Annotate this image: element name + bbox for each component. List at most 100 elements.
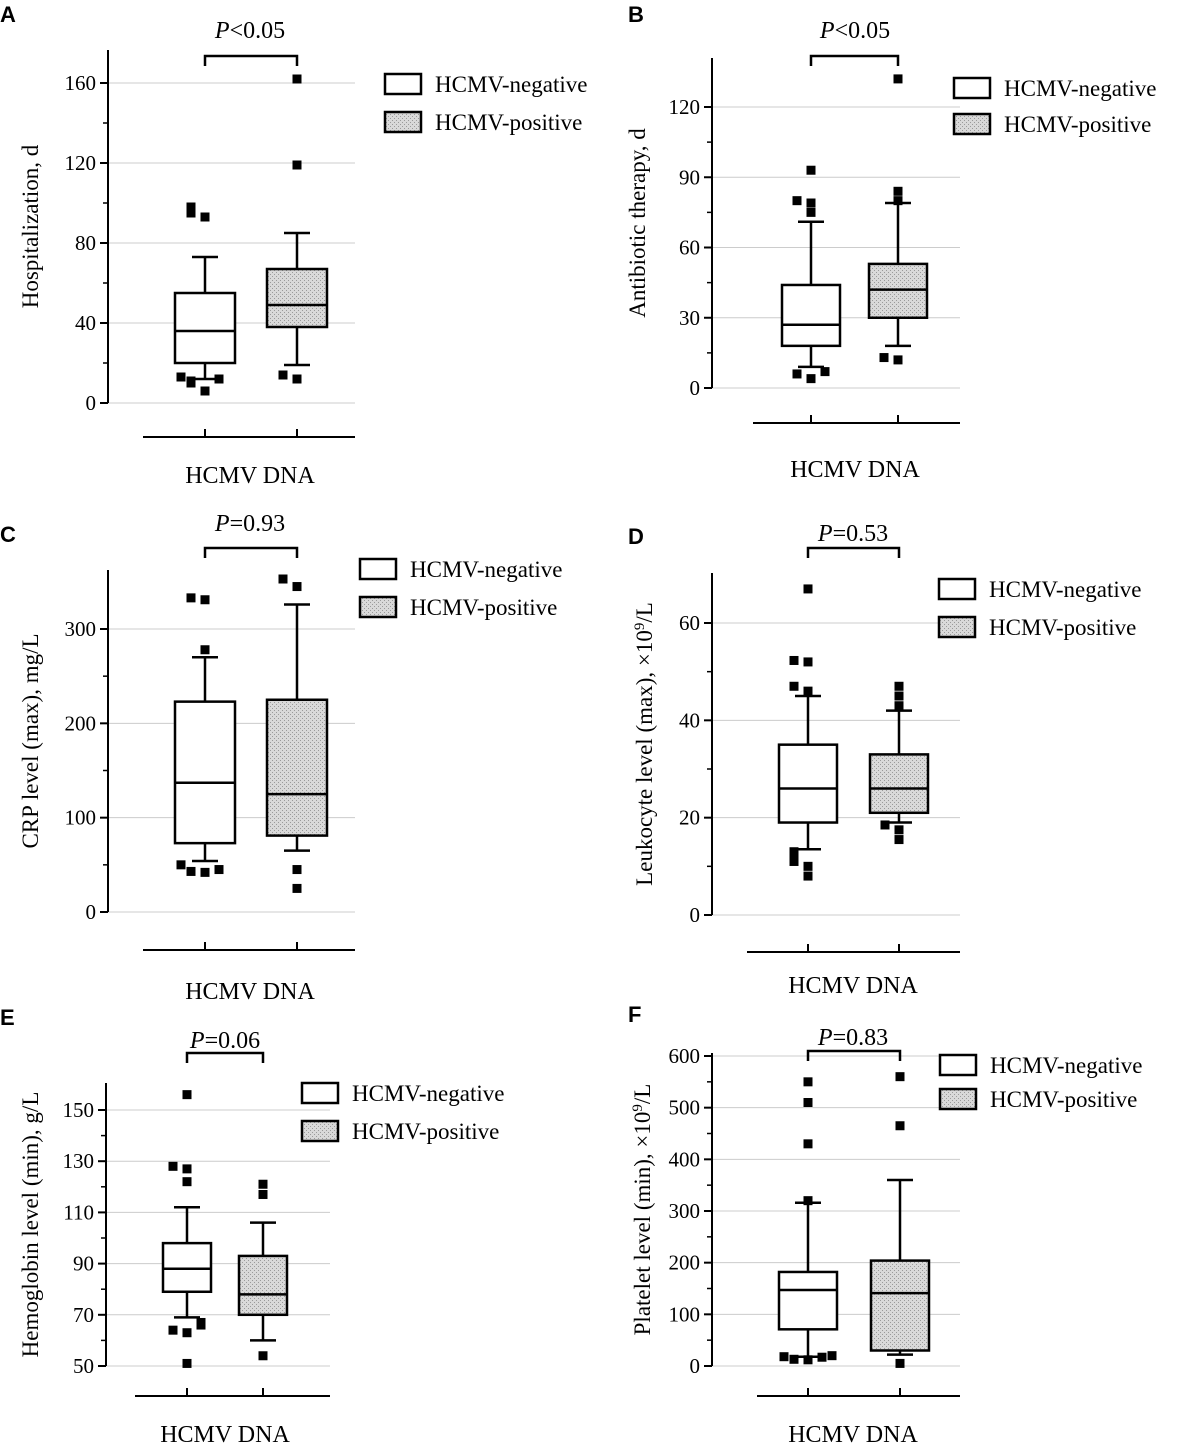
outlier-point — [186, 376, 196, 386]
legend-label: HCMV-negative — [352, 1081, 504, 1106]
legend: HCMV-negative HCMV-positive — [358, 557, 562, 620]
legend: HCMV-negative HCMV-positive — [383, 72, 587, 135]
iqr-box — [237, 1254, 289, 1317]
legend-label: HCMV-negative — [435, 72, 587, 97]
iqr-box — [173, 700, 237, 845]
outlier-point — [803, 1355, 813, 1365]
y-tick-label: 120 — [669, 95, 701, 119]
outlier-point — [803, 686, 813, 696]
outlier-point — [278, 574, 288, 584]
legend-swatch — [300, 1119, 340, 1143]
outlier-point — [186, 866, 196, 876]
box-negative — [173, 593, 237, 877]
panel-d: D 0 20 40 60 HCMV DNA Leukocyte level (max), ×… — [628, 521, 1141, 999]
significance-bracket — [185, 1051, 265, 1063]
p-value-label: P=0.53 — [817, 521, 888, 547]
outlier-point — [880, 820, 890, 830]
box-negative — [777, 1077, 839, 1365]
outlier-point — [214, 374, 224, 384]
y-tick-label: 200 — [669, 1251, 701, 1275]
outlier-point — [292, 74, 302, 84]
legend-label: HCMV-negative — [990, 1053, 1142, 1078]
legend: HCMV-negative HCMV-positive — [952, 76, 1156, 137]
y-tick-label: 400 — [669, 1147, 701, 1171]
box-negative — [173, 202, 237, 396]
box-negative — [780, 165, 842, 384]
y-tick-label: 40 — [75, 311, 96, 335]
legend-label: HCMV-positive — [989, 615, 1136, 640]
outlier-point — [789, 856, 799, 866]
outlier-point — [200, 595, 210, 605]
y-tick-label: 160 — [65, 71, 97, 95]
outlier-point — [895, 1072, 905, 1082]
legend-swatch — [937, 615, 977, 639]
x-axis-label: HCMV DNA — [185, 463, 315, 489]
outlier-point — [806, 207, 816, 217]
y-tick-label: 0 — [690, 1354, 701, 1378]
y-tick-label: 130 — [63, 1149, 95, 1173]
outlier-point — [894, 691, 904, 701]
p-value-label: P=0.93 — [214, 511, 285, 537]
iqr-box — [265, 267, 329, 329]
outlier-point — [894, 681, 904, 691]
outlier-point — [176, 860, 186, 870]
iqr-box — [777, 1270, 839, 1331]
outlier-point — [182, 1177, 192, 1187]
y-axis-label: Hemoglobin level (min), g/L — [18, 1092, 43, 1358]
outlier-point — [820, 367, 830, 377]
outlier-point — [182, 1328, 192, 1338]
iqr-box — [869, 1259, 931, 1352]
y-tick-label: 20 — [679, 806, 700, 830]
panel-label: F — [628, 1002, 641, 1027]
iqr-box — [173, 291, 237, 365]
iqr-box — [161, 1241, 213, 1294]
outlier-point — [893, 355, 903, 365]
outlier-point — [214, 865, 224, 875]
legend-label: HCMV-negative — [410, 557, 562, 582]
outlier-point — [789, 852, 799, 862]
outlier-point — [182, 1358, 192, 1368]
y-tick-label: 500 — [669, 1096, 701, 1120]
p-value-label: P=0.06 — [189, 1028, 260, 1054]
outlier-point — [168, 1161, 178, 1171]
outlier-point — [176, 372, 186, 382]
outlier-point — [827, 1351, 837, 1361]
box-positive — [265, 74, 329, 384]
y-tick-label: 300 — [65, 617, 97, 641]
panel-f: F 0 100 200 300 400 500 600 HCMV DNA Platelet lev… — [628, 1002, 1142, 1445]
y-tick-label: 0 — [690, 903, 701, 927]
y-tick-label: 90 — [73, 1252, 94, 1276]
x-axis-label: HCMV DNA — [185, 979, 315, 1005]
significance-bracket — [203, 54, 299, 66]
box-positive — [867, 74, 929, 365]
y-tick-label: 120 — [65, 151, 97, 175]
outlier-point — [292, 582, 302, 592]
outlier-point — [803, 871, 813, 881]
p-value-label: P<0.05 — [214, 18, 285, 44]
outlier-point — [792, 196, 802, 206]
y-tick-label: 80 — [75, 231, 96, 255]
y-axis-label: Antibiotic therapy, d — [625, 128, 650, 318]
outlier-point — [879, 353, 889, 363]
panel-label: D — [628, 524, 644, 549]
x-axis-label: HCMV DNA — [788, 1422, 918, 1445]
outlier-point — [803, 1077, 813, 1087]
y-tick-label: 30 — [679, 306, 700, 330]
outlier-point — [196, 1317, 206, 1327]
outlier-point — [789, 655, 799, 665]
outlier-point — [895, 1121, 905, 1131]
outlier-point — [278, 370, 288, 380]
legend-label: HCMV-positive — [410, 595, 557, 620]
legend-swatch — [938, 1053, 978, 1077]
legend-swatch — [358, 557, 398, 581]
outlier-point — [258, 1189, 268, 1199]
y-tick-label: 300 — [669, 1199, 701, 1223]
legend: HCMV-negative HCMV-positive — [300, 1081, 504, 1144]
legend-label: HCMV-positive — [1004, 112, 1151, 137]
y-tick-label: 200 — [65, 711, 97, 735]
outlier-point — [803, 1196, 813, 1206]
panel-label: B — [628, 2, 644, 27]
outlier-point — [292, 374, 302, 384]
y-tick-label: 40 — [679, 708, 700, 732]
